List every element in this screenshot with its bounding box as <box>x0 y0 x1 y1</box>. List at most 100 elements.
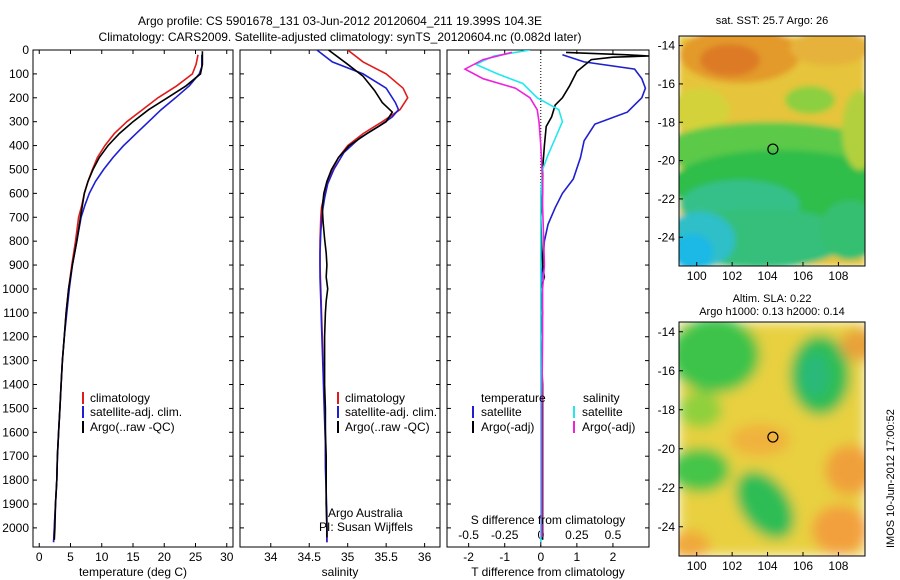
legend-label-satellite: satellite-adj. clim. <box>345 405 437 419</box>
y-tick-label: 0 <box>22 43 29 57</box>
x-tick-label: 1 <box>574 550 581 564</box>
x-tick-label: 5 <box>67 550 74 564</box>
legend-title-temperature: temperature <box>481 391 546 405</box>
y-tick-label: 1800 <box>2 473 29 487</box>
x2-tick-label: 0.5 <box>605 528 622 542</box>
map-x-tick-label: 108 <box>828 269 848 283</box>
annotation-pi: PI: Susan Wijffels <box>319 520 413 534</box>
map-y-tick-label: -16 <box>658 77 676 91</box>
x-tick-label: 0 <box>537 550 544 564</box>
temperature-legend: climatology satellite-adj. clim. Argo(..… <box>82 391 182 434</box>
sst-map-field <box>679 36 865 266</box>
map-x-tick-label: 108 <box>828 559 848 573</box>
map-y-tick-label: -22 <box>658 481 676 495</box>
map-y-tick-label: -16 <box>658 364 676 378</box>
x-tick-label: 15 <box>126 550 140 564</box>
t-difference-xlabel: T difference from climatology <box>471 565 625 579</box>
sst-map: sat. SST: 25.7 Argo: 26 100 102 104 106 108 -… <box>658 15 866 283</box>
sla-map-title-line2: Argo h1000: 0.13 h2000: 0.14 <box>699 306 845 318</box>
sst-map-title: sat. SST: 25.7 Argo: 26 <box>716 15 829 27</box>
y-tick-label: 600 <box>9 186 29 200</box>
legend-label-s-argo: Argo(-adj) <box>582 420 635 434</box>
x-tick-label: 30 <box>220 550 234 564</box>
map-x-tick-label: 106 <box>793 269 813 283</box>
map-x-tick-label: 104 <box>758 269 778 283</box>
legend-label-climatology: climatology <box>345 391 405 405</box>
y-tick-label: 1900 <box>2 497 29 511</box>
map-x-tick-label: 100 <box>687 269 707 283</box>
x2-tick-label: -0.25 <box>491 528 519 542</box>
x-tick-label: 20 <box>158 550 172 564</box>
map-y-tick-label: -24 <box>658 520 676 534</box>
salinity-legend: climatology satellite-adj. clim. Argo(..… <box>337 391 437 434</box>
y-tick-label: 1600 <box>2 425 29 439</box>
sla-map-field <box>679 322 865 556</box>
temperature-xlabel: temperature (deg C) <box>79 565 187 579</box>
argo-position-marker <box>767 143 779 155</box>
x-tick-label: -2 <box>463 550 474 564</box>
y-tick-label: 500 <box>9 162 29 176</box>
x-tick-label: -1 <box>499 550 510 564</box>
legend-label-t-argo: Argo(-adj) <box>481 420 534 434</box>
y-tick-label: 400 <box>9 139 29 153</box>
temperature-profile-chart: 0100200300400500600700800900100011001200… <box>2 43 233 579</box>
map-y-tick-label: -18 <box>658 115 676 129</box>
series-line-argo-raw-qc-2 <box>321 50 394 538</box>
y-tick-label: 1100 <box>3 306 29 320</box>
map-y-tick-label: -20 <box>658 154 676 168</box>
y-tick-label: 1200 <box>2 330 29 344</box>
x-tick-label: 10 <box>95 550 109 564</box>
legend-label-climatology: climatology <box>90 391 150 405</box>
y-tick-label: 2000 <box>2 521 29 535</box>
y-tick-label: 1400 <box>2 378 29 392</box>
s-difference-xlabel: S difference from climatology <box>471 513 626 527</box>
imos-watermark: IMOS 10-Jun-2012 17:00:52 <box>885 409 897 548</box>
legend-label-satellite: satellite-adj. clim. <box>90 405 182 419</box>
x-tick-label: 0 <box>36 550 43 564</box>
series-line-satellite-adj-clim-1 <box>316 50 400 543</box>
map-y-tick-label: -22 <box>658 192 676 206</box>
map-y-tick-label: -18 <box>658 403 676 417</box>
sla-map: Altim. SLA: 0.22 Argo h1000: 0.13 h2000:… <box>658 293 866 573</box>
y-tick-label: 300 <box>9 115 29 129</box>
legend-label-argo: Argo(..raw -QC) <box>90 420 175 434</box>
x2-tick-label: -0.5 <box>458 528 479 542</box>
annotation-argo-australia: Argo Australia <box>328 506 403 520</box>
map-y-tick-label: -14 <box>658 39 676 53</box>
map-x-tick-label: 104 <box>758 559 778 573</box>
x-tick-label: 34 <box>264 550 278 564</box>
map-x-tick-label: 100 <box>687 559 707 573</box>
salinity-profile-chart: 34 34.5 35 35.5 36 salinity climatology sate… <box>239 49 441 579</box>
map-x-tick-label: 106 <box>793 559 813 573</box>
x-tick-label: 2 <box>610 550 617 564</box>
difference-legend: temperature salinity satellite Argo(-adj… <box>472 391 635 434</box>
legend-label-argo: Argo(..raw -QC) <box>345 420 430 434</box>
series-line-satellite-0 <box>539 54 647 543</box>
sla-map-frame <box>678 321 866 557</box>
legend-label-t-satellite: satellite <box>481 405 522 419</box>
sla-map-title-line1: Altim. SLA: 0.22 <box>733 293 812 305</box>
salinity-axes-frame <box>239 49 441 548</box>
y-tick-label: 1000 <box>2 282 29 296</box>
sst-map-frame <box>678 35 866 267</box>
series-line-argo-raw-qc-2 <box>53 51 204 540</box>
x-tick-label: 35 <box>341 550 355 564</box>
series-line-satellite-adj-clim-1 <box>52 54 203 543</box>
argo-position-marker <box>767 431 779 443</box>
difference-profile-chart: -2 -1 0 1 2-0.5 -0.25 0 0.25 0.5 T difference fr… <box>446 49 650 579</box>
y-tick-label: 200 <box>9 91 29 105</box>
y-tick-label: 100 <box>9 67 29 81</box>
legend-label-s-satellite: satellite <box>582 405 623 419</box>
x-tick-label: 25 <box>189 550 203 564</box>
y-tick-label: 800 <box>9 234 29 248</box>
difference-axes-frame <box>446 49 650 548</box>
y-tick-label: 700 <box>9 210 29 224</box>
series-line-climatology-0 <box>319 50 409 543</box>
map-y-tick-label: -24 <box>658 230 676 244</box>
series-line-satellite-2 <box>473 50 564 543</box>
map-y-tick-label: -14 <box>658 325 676 339</box>
map-y-tick-label: -20 <box>658 442 676 456</box>
title-line1: Argo profile: CS 5901678_131 03-Jun-2012… <box>138 14 542 28</box>
x-tick-label: 36 <box>418 550 432 564</box>
